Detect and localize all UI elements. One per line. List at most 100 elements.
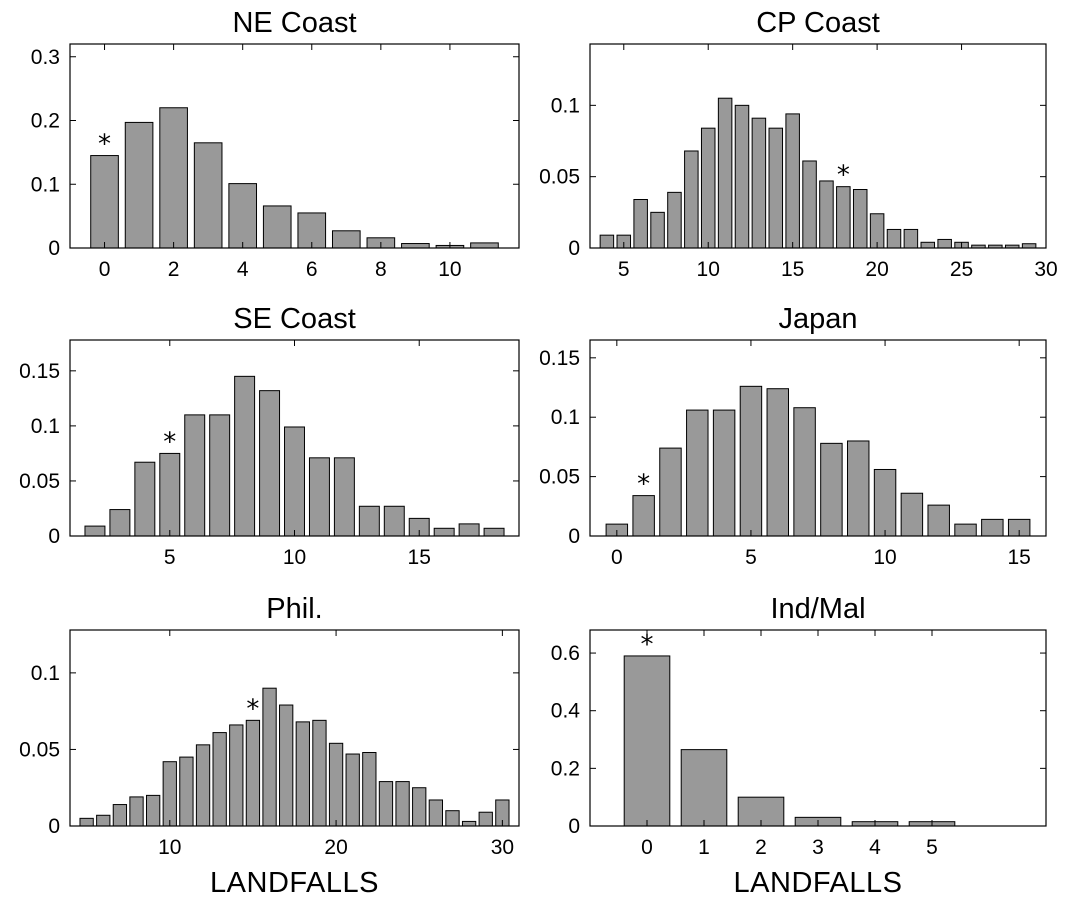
chart-panel-1: NE Coast * 0 2 4 6 8 10 0 0.1 0.2 0.3 (31, 7, 520, 281)
bar-17 (458, 523, 480, 537)
bar-10 (700, 127, 716, 249)
bar-8 (234, 375, 256, 537)
x-tick-label: 0 (641, 836, 653, 859)
y-tick-label: 0.2 (31, 110, 60, 133)
bar-9 (847, 440, 870, 537)
x-tick-label: 0 (99, 258, 111, 281)
bar-11 (308, 457, 330, 537)
bar-24 (395, 781, 410, 827)
x-tick-label: 2 (755, 836, 767, 859)
bar-2 (84, 525, 106, 537)
bar-1 (124, 121, 154, 249)
y-tick-label: 0.05 (19, 738, 60, 761)
bar-19 (852, 189, 868, 249)
bar-21 (345, 753, 360, 827)
bar-22 (903, 228, 919, 249)
bar-14 (768, 127, 784, 249)
asterisk-marker: * (163, 427, 176, 457)
y-tick-label: 0.4 (551, 700, 581, 723)
bar-24 (937, 238, 952, 249)
bar-15 (245, 719, 261, 827)
bar-11 (717, 97, 733, 249)
chart-panel-2: CP Coast * 5 10 15 20 25 30 0 0.05 0.1 (539, 7, 1058, 281)
bar-4 (599, 234, 615, 249)
bar-7 (793, 407, 816, 537)
bar-13 (358, 505, 380, 537)
bar-3 (109, 509, 131, 537)
y-tick-label: 0.6 (551, 642, 580, 665)
x-tick-label: 5 (618, 258, 630, 281)
y-tick-label: 0.1 (551, 94, 580, 117)
bar-17 (279, 704, 294, 827)
y-tick-label: 0.1 (551, 406, 580, 429)
bar-11 (179, 756, 194, 827)
y-tick-label: 0.2 (551, 757, 580, 780)
bar-4 (712, 409, 736, 537)
asterisk-marker: * (98, 130, 111, 160)
bar-10 (873, 468, 897, 537)
bar-12 (333, 457, 355, 537)
x-axis-label: LANDFALLS (734, 867, 903, 897)
plot-frame (589, 339, 1047, 537)
bar-23 (378, 781, 394, 827)
y-tick-label: 0 (48, 815, 60, 838)
y-tick-label: 0.05 (539, 166, 580, 189)
bar-18 (483, 527, 505, 537)
panel-title: Japan (778, 303, 857, 335)
bar-16 (433, 527, 455, 537)
x-tick-label: 3 (812, 836, 824, 859)
y-tick-label: 0 (48, 525, 60, 548)
x-tick-label: 0 (611, 546, 623, 569)
panel-title: NE Coast (232, 7, 356, 39)
bar-2 (159, 107, 188, 249)
bar-12 (927, 504, 950, 537)
chart-panel-6: Ind/Mal * 0 1 2 3 4 5 0 0.2 0.4 0.6 LANDFALLS (551, 593, 1047, 897)
x-tick-label: 2 (168, 258, 180, 281)
bar-28 (461, 820, 477, 827)
x-axis-label: LANDFALLS (210, 867, 379, 897)
bar-8 (129, 796, 144, 827)
bar-3 (193, 142, 223, 249)
x-tick-label: 10 (283, 546, 306, 569)
panel-title: Phil. (266, 593, 322, 625)
bar-9 (259, 390, 281, 537)
bar-14 (229, 724, 244, 827)
x-tick-label: 20 (865, 258, 888, 281)
x-tick-label: 30 (1034, 258, 1057, 281)
panel-title: Ind/Mal (770, 593, 865, 625)
bar-3 (686, 409, 709, 537)
x-tick-label: 10 (873, 546, 896, 569)
plot-frame (69, 629, 520, 827)
panel-title: CP Coast (756, 7, 880, 39)
bar-0 (90, 155, 119, 249)
x-tick-label: 10 (438, 258, 461, 281)
bar-21 (886, 228, 902, 249)
y-tick-label: 0.05 (19, 470, 60, 493)
bar-18 (295, 721, 310, 827)
bar-29 (478, 811, 493, 827)
bar-16 (262, 687, 277, 827)
bar-9 (684, 150, 699, 249)
asterisk-marker: * (637, 470, 650, 500)
y-tick-label: 0.1 (31, 662, 60, 685)
x-tick-label: 4 (237, 258, 249, 281)
bar-7 (112, 804, 128, 827)
x-tick-label: 1 (698, 836, 710, 859)
bar-9 (401, 243, 430, 249)
bar-19 (312, 719, 327, 827)
bar-1 (632, 495, 655, 537)
x-tick-label: 4 (869, 836, 881, 859)
bar-13 (751, 117, 767, 249)
y-tick-label: 0 (568, 237, 580, 260)
x-tick-label: 5 (745, 546, 757, 569)
x-tick-label: 15 (1007, 546, 1030, 569)
bar-10 (284, 426, 305, 537)
bar-14 (383, 505, 405, 537)
bar-5 (79, 817, 94, 827)
plot-frame (589, 43, 1047, 249)
bar-1 (680, 749, 728, 827)
y-tick-label: 0.15 (19, 360, 60, 383)
bar-29 (1021, 243, 1037, 249)
